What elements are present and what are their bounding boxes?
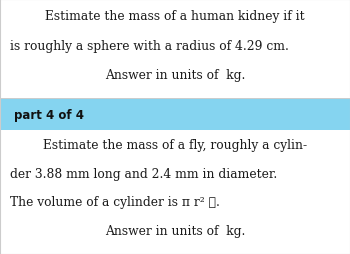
- Text: Estimate the mass of a fly, roughly a cylin-: Estimate the mass of a fly, roughly a cy…: [43, 138, 307, 151]
- Text: Estimate the mass of a human kidney if it: Estimate the mass of a human kidney if i…: [45, 10, 305, 23]
- Text: is roughly a sphere with a radius of 4.29 cm.: is roughly a sphere with a radius of 4.2…: [10, 39, 289, 52]
- Text: Answer in units of  kg.: Answer in units of kg.: [105, 224, 245, 237]
- Text: Answer in units of  kg.: Answer in units of kg.: [105, 69, 245, 82]
- Text: der 3.88 mm long and 2.4 mm in diameter.: der 3.88 mm long and 2.4 mm in diameter.: [10, 167, 278, 180]
- Bar: [0, 99, 350, 131]
- Text: part 4 of 4: part 4 of 4: [14, 108, 84, 121]
- Text: The volume of a cylinder is π r² ℓ.: The volume of a cylinder is π r² ℓ.: [10, 195, 220, 208]
